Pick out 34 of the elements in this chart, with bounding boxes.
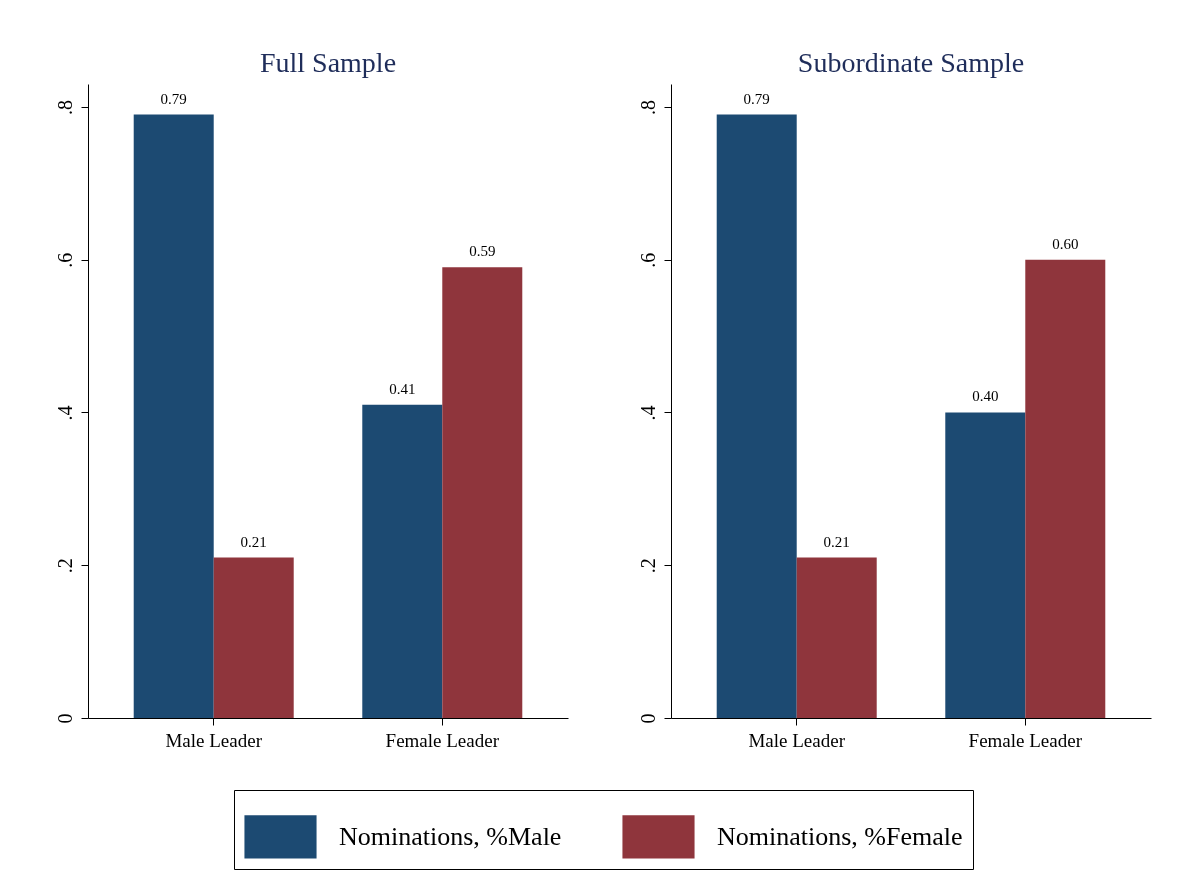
data-label: 0.21 bbox=[823, 533, 850, 550]
legend-label: Nominations, %Female bbox=[717, 821, 963, 851]
x-tick-label: Male Leader bbox=[165, 729, 263, 751]
bar bbox=[213, 557, 294, 718]
chart-title: Full Sample bbox=[259, 47, 397, 78]
bar bbox=[1025, 259, 1106, 718]
bar bbox=[716, 114, 797, 718]
data-label: 0.60 bbox=[1052, 235, 1079, 252]
data-label: 0.59 bbox=[469, 243, 496, 260]
data-label: 0.40 bbox=[972, 388, 999, 405]
legend-label: Nominations, %Male bbox=[339, 821, 562, 851]
y-tick-label: .8 bbox=[53, 99, 76, 115]
data-label: 0.21 bbox=[240, 533, 267, 550]
data-label: 0.79 bbox=[743, 90, 770, 107]
bar bbox=[945, 412, 1026, 718]
x-tick-label: Male Leader bbox=[748, 729, 846, 751]
y-tick-label: .4 bbox=[53, 405, 76, 421]
chart-title: Subordinate Sample bbox=[797, 47, 1025, 78]
bar bbox=[362, 404, 443, 718]
bar bbox=[796, 557, 877, 718]
data-label: 0.79 bbox=[160, 90, 187, 107]
x-tick-label: Female Leader bbox=[968, 729, 1083, 751]
y-tick-label: .6 bbox=[636, 252, 659, 268]
y-tick-label: 0 bbox=[53, 713, 76, 724]
y-tick-label: 0 bbox=[636, 713, 659, 724]
x-tick-label: Female Leader bbox=[385, 729, 500, 751]
bar bbox=[133, 114, 214, 718]
y-tick-label: .6 bbox=[53, 252, 76, 268]
y-tick-label: .2 bbox=[53, 558, 76, 574]
y-tick-label: .2 bbox=[636, 558, 659, 574]
y-tick-label: .4 bbox=[636, 405, 659, 421]
data-label: 0.41 bbox=[389, 380, 416, 397]
y-tick-label: .8 bbox=[636, 99, 659, 115]
bar bbox=[442, 267, 523, 718]
